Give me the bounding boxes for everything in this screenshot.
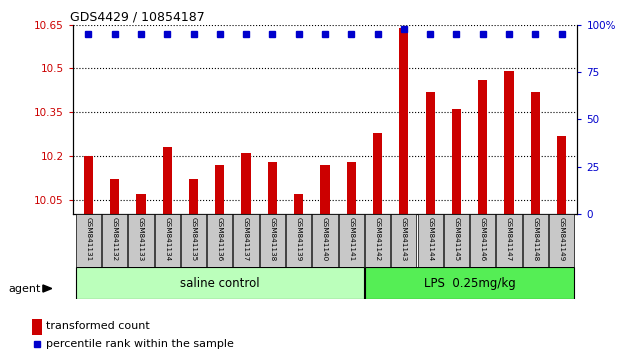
Text: GSM841147: GSM841147	[506, 217, 512, 261]
Bar	[136, 194, 146, 214]
Bar	[365, 214, 390, 267]
Bar	[346, 162, 356, 214]
Bar	[268, 162, 277, 214]
Text: GSM841142: GSM841142	[375, 217, 380, 261]
Bar	[391, 214, 416, 267]
Text: GSM841138: GSM841138	[269, 217, 275, 261]
Bar	[76, 267, 364, 299]
Text: GSM841136: GSM841136	[217, 217, 223, 261]
Text: LPS  0.25mg/kg: LPS 0.25mg/kg	[423, 277, 516, 290]
Text: GSM841131: GSM841131	[85, 217, 91, 261]
Text: GSM841146: GSM841146	[480, 217, 486, 261]
Text: GSM841149: GSM841149	[558, 217, 565, 261]
Bar	[181, 214, 206, 267]
Bar	[260, 214, 285, 267]
Text: GSM841139: GSM841139	[296, 217, 302, 261]
Text: GSM841135: GSM841135	[191, 217, 196, 261]
Bar	[365, 267, 574, 299]
Bar	[531, 92, 540, 214]
Bar	[399, 28, 408, 214]
Text: percentile rank within the sample: percentile rank within the sample	[46, 339, 233, 349]
Bar	[286, 214, 311, 267]
Bar	[110, 179, 119, 214]
Text: GSM841132: GSM841132	[112, 217, 117, 261]
Bar	[444, 214, 469, 267]
Bar	[373, 133, 382, 214]
Text: GSM841133: GSM841133	[138, 217, 144, 261]
Text: GSM841141: GSM841141	[348, 217, 354, 261]
Bar	[470, 214, 495, 267]
Text: transformed count: transformed count	[46, 321, 150, 331]
Text: GSM841148: GSM841148	[533, 217, 538, 261]
Text: GDS4429 / 10854187: GDS4429 / 10854187	[70, 11, 205, 24]
Bar	[497, 214, 522, 267]
Bar	[215, 165, 225, 214]
Bar	[102, 214, 127, 267]
Text: saline control: saline control	[180, 277, 259, 290]
Bar	[452, 109, 461, 214]
Text: agent: agent	[8, 284, 40, 293]
Text: GSM841134: GSM841134	[164, 217, 170, 261]
Bar	[478, 80, 487, 214]
Bar	[549, 214, 574, 267]
Bar	[32, 319, 42, 335]
Bar	[504, 72, 514, 214]
Bar	[189, 179, 198, 214]
Bar	[522, 214, 548, 267]
Bar	[128, 214, 153, 267]
Bar	[233, 214, 259, 267]
Bar	[242, 153, 251, 214]
Bar	[207, 214, 232, 267]
Bar	[76, 214, 101, 267]
Bar	[312, 214, 338, 267]
Bar	[294, 194, 304, 214]
Text: GSM841144: GSM841144	[427, 217, 433, 261]
Text: GSM841140: GSM841140	[322, 217, 328, 261]
Text: GSM841145: GSM841145	[454, 217, 459, 261]
Bar	[418, 214, 443, 267]
Bar	[557, 136, 566, 214]
Text: GSM841143: GSM841143	[401, 217, 407, 261]
Bar	[84, 156, 93, 214]
Bar	[425, 92, 435, 214]
Bar	[321, 165, 329, 214]
Bar	[163, 147, 172, 214]
Bar	[339, 214, 364, 267]
Text: GSM841137: GSM841137	[243, 217, 249, 261]
Bar	[155, 214, 180, 267]
